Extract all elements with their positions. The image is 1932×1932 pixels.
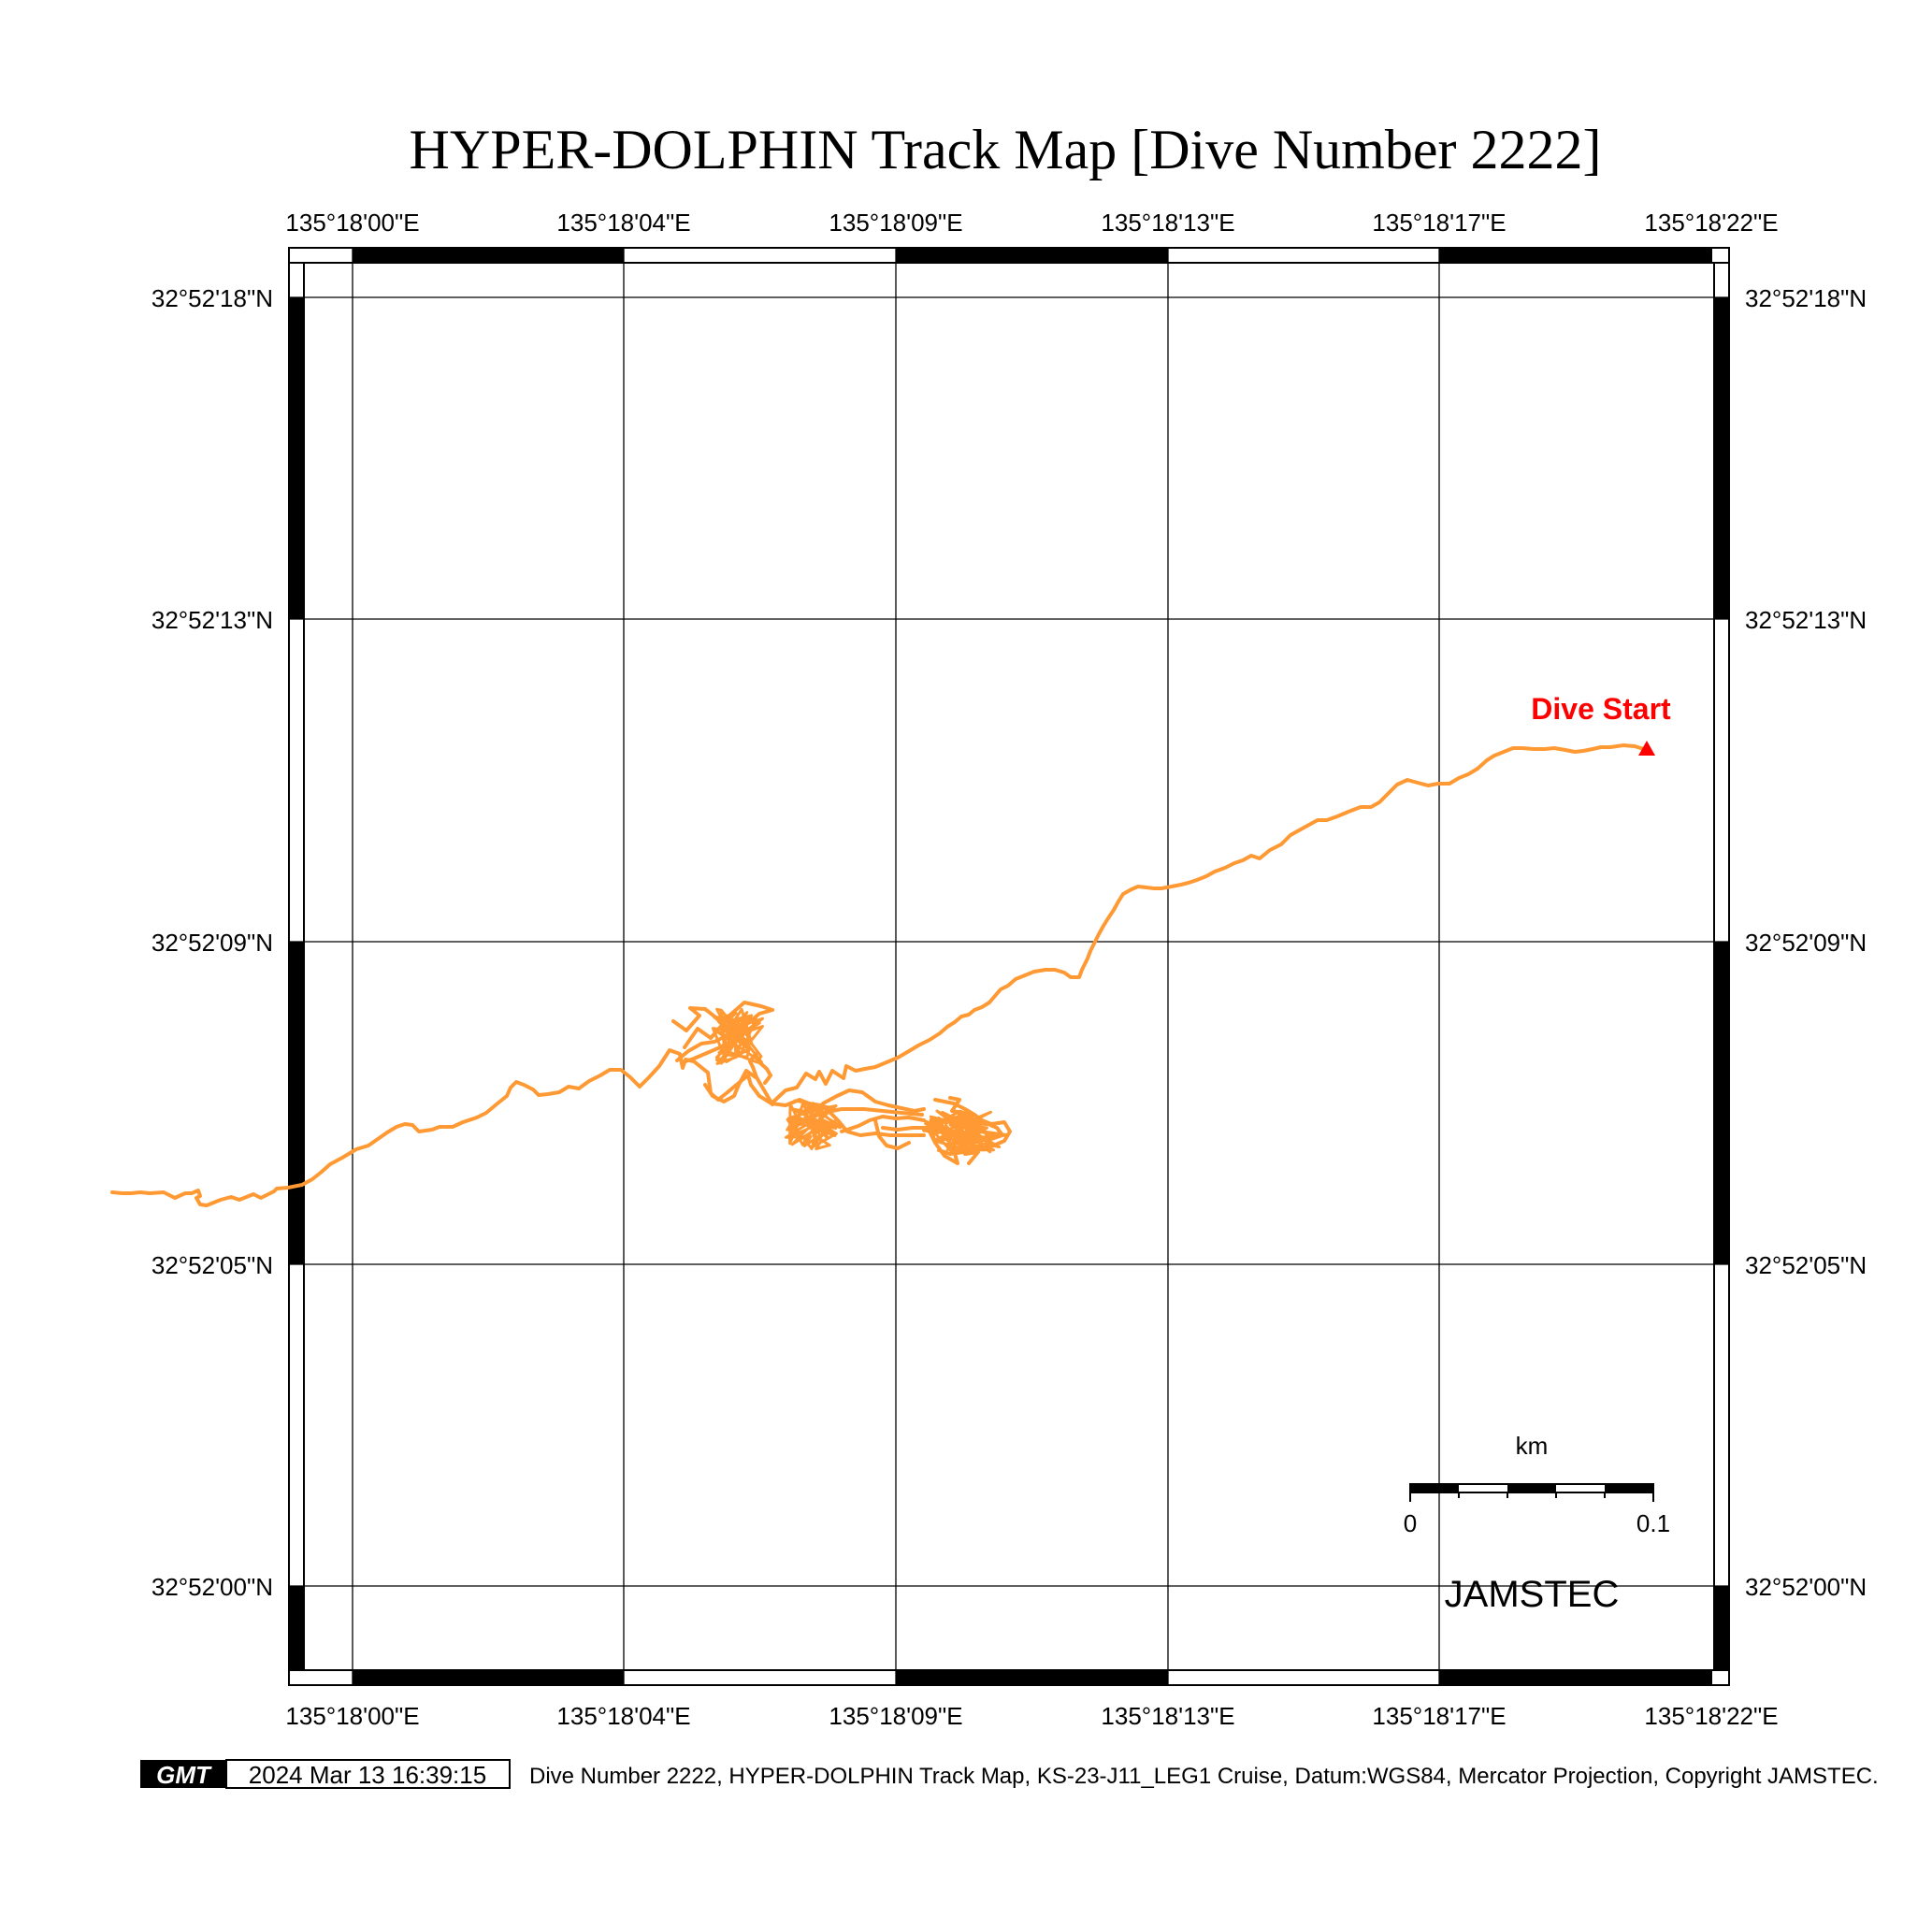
footer-caption: Dive Number 2222, HYPER-DOLPHIN Track Ma… — [529, 1764, 1879, 1789]
lat-label-left: 32°52'05"N — [151, 1251, 273, 1279]
dive-track — [110, 743, 1649, 1207]
timestamp-box — [225, 1759, 511, 1789]
track-segment — [703, 1069, 757, 1103]
scale-unit: km — [1516, 1432, 1549, 1460]
lon-label-bottom: 135°18'00"E — [285, 1702, 419, 1730]
lon-label-bottom: 135°18'09"E — [829, 1702, 962, 1730]
lon-label-top: 135°18'04"E — [556, 209, 690, 237]
lon-label-bottom: 135°18'13"E — [1101, 1702, 1234, 1730]
scale-max-label: 0.1 — [1636, 1509, 1670, 1537]
bottom-longitude-labels: 135°18'00"E 135°18'04"E 135°18'09"E 135°… — [285, 1702, 1778, 1730]
map-frame — [288, 247, 1730, 1686]
track-segment — [770, 1064, 867, 1105]
graticule — [289, 248, 1729, 1685]
right-latitude-labels: 32°52'18"N 32°52'13"N 32°52'09"N 32°52'0… — [1745, 284, 1867, 1601]
track-segment — [840, 1115, 926, 1133]
track-tangle — [785, 1099, 842, 1150]
lat-label-right: 32°52'05"N — [1745, 1251, 1867, 1279]
timestamp-text: 2024 Mar 13 16:39:15 — [249, 1761, 486, 1789]
scale-min-label: 0 — [1404, 1509, 1417, 1537]
dive-start-label: Dive Start — [1531, 692, 1671, 726]
lat-label-left: 32°52'09"N — [151, 929, 273, 957]
frame-top-border — [353, 248, 1711, 263]
dive-start-triangle-icon — [1638, 741, 1655, 756]
gmt-logo-text: GMT — [156, 1761, 212, 1789]
lon-label-top: 135°18'13"E — [1101, 209, 1234, 237]
lon-label-top: 135°18'00"E — [285, 209, 419, 237]
left-latitude-labels: 32°52'18"N 32°52'13"N 32°52'09"N 32°52'0… — [151, 284, 273, 1601]
lat-label-right: 32°52'18"N — [1745, 284, 1867, 312]
map-title: HYPER-DOLPHIN Track Map [Dive Number 222… — [410, 119, 1602, 180]
frame-right-border — [1714, 297, 1729, 1670]
top-longitude-labels: 135°18'00"E 135°18'04"E 135°18'09"E 135°… — [285, 209, 1778, 237]
track-tangle — [711, 1007, 764, 1065]
lat-label-left: 32°52'18"N — [151, 284, 273, 312]
lat-label-right: 32°52'13"N — [1745, 606, 1867, 634]
gmt-logo — [140, 1760, 226, 1788]
lat-label-left: 32°52'00"N — [151, 1573, 273, 1601]
track-segment — [110, 1048, 773, 1207]
lon-label-top: 135°18'22"E — [1644, 209, 1778, 237]
lon-label-bottom: 135°18'22"E — [1644, 1702, 1778, 1730]
track-segment — [821, 1089, 926, 1113]
lat-label-right: 32°52'09"N — [1745, 929, 1867, 957]
lon-label-top: 135°18'09"E — [829, 209, 962, 237]
frame-bottom-border — [353, 1670, 1711, 1685]
track-line — [863, 743, 1649, 1071]
organization-label: JAMSTEC — [1445, 1574, 1620, 1615]
lon-label-bottom: 135°18'17"E — [1372, 1702, 1506, 1730]
dive-start-marker-group: Dive Start — [1531, 692, 1671, 756]
track-segment — [821, 1107, 924, 1117]
track-segment — [873, 1118, 911, 1150]
track-tangle — [922, 1109, 1002, 1154]
scale-bar: km 0 0.1 — [1404, 1432, 1670, 1537]
lat-label-left: 32°52'13"N — [151, 606, 273, 634]
lon-label-top: 135°18'17"E — [1372, 209, 1506, 237]
track-segment — [671, 1001, 774, 1032]
lon-label-bottom: 135°18'04"E — [556, 1702, 690, 1730]
lat-label-right: 32°52'00"N — [1745, 1573, 1867, 1601]
inner-frame — [303, 262, 1715, 1671]
footer: GMT 2024 Mar 13 16:39:15 Dive Number 222… — [140, 1759, 1879, 1789]
